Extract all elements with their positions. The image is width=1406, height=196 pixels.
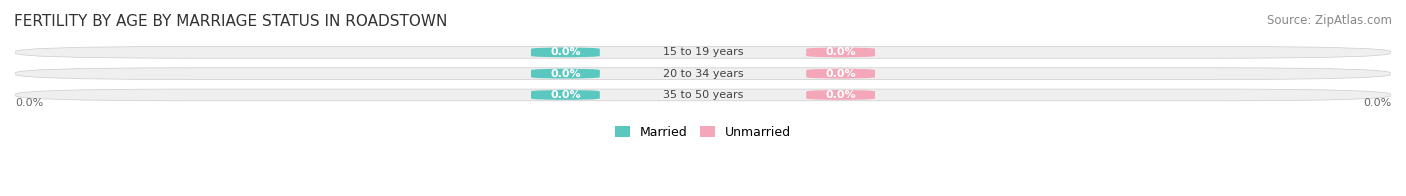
FancyBboxPatch shape <box>531 69 600 79</box>
FancyBboxPatch shape <box>806 90 875 100</box>
Legend: Married, Unmarried: Married, Unmarried <box>614 126 792 139</box>
FancyBboxPatch shape <box>15 46 1391 58</box>
FancyBboxPatch shape <box>15 68 1391 80</box>
Text: 0.0%: 0.0% <box>550 69 581 79</box>
Text: 0.0%: 0.0% <box>825 90 856 100</box>
FancyBboxPatch shape <box>531 47 600 57</box>
FancyBboxPatch shape <box>531 90 600 100</box>
Text: 0.0%: 0.0% <box>15 98 44 108</box>
Text: 0.0%: 0.0% <box>1362 98 1391 108</box>
FancyBboxPatch shape <box>806 47 875 57</box>
FancyBboxPatch shape <box>806 69 875 79</box>
FancyBboxPatch shape <box>15 89 1391 101</box>
Text: 0.0%: 0.0% <box>825 69 856 79</box>
Text: 20 to 34 years: 20 to 34 years <box>662 69 744 79</box>
Text: 0.0%: 0.0% <box>550 90 581 100</box>
Text: 15 to 19 years: 15 to 19 years <box>662 47 744 57</box>
Text: 35 to 50 years: 35 to 50 years <box>662 90 744 100</box>
Text: Source: ZipAtlas.com: Source: ZipAtlas.com <box>1267 14 1392 27</box>
Text: FERTILITY BY AGE BY MARRIAGE STATUS IN ROADSTOWN: FERTILITY BY AGE BY MARRIAGE STATUS IN R… <box>14 14 447 29</box>
Text: 0.0%: 0.0% <box>825 47 856 57</box>
Text: 0.0%: 0.0% <box>550 47 581 57</box>
